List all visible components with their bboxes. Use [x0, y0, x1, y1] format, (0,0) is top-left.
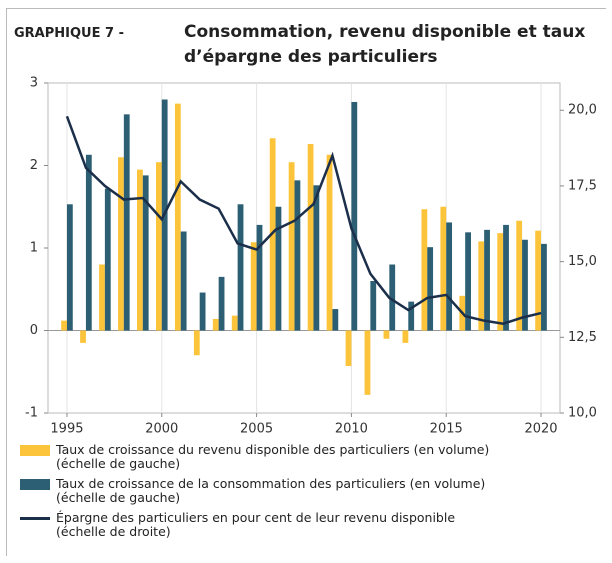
bar — [123, 114, 130, 331]
bar — [351, 101, 358, 331]
x-tick-label: 2010 — [335, 422, 368, 437]
legend-swatch — [20, 445, 50, 456]
bar — [237, 204, 244, 331]
legend-label: Taux de croissance du revenu disponible … — [56, 442, 490, 471]
bar — [383, 330, 390, 339]
x-tick-label: 2020 — [524, 422, 557, 437]
bar — [142, 175, 149, 331]
bar — [212, 318, 219, 331]
bar — [402, 330, 409, 343]
bar — [61, 320, 67, 331]
bar — [364, 330, 371, 395]
x-tick-label: 2005 — [240, 422, 273, 437]
bar — [137, 169, 143, 331]
y-tick-label: 0 — [30, 323, 38, 338]
bar — [497, 233, 504, 331]
bar — [193, 330, 200, 356]
bar — [118, 157, 124, 331]
bar — [522, 239, 528, 331]
x-tick-label: 2000 — [145, 422, 178, 437]
y2-tick-label: 12,5 — [568, 330, 597, 345]
bar — [503, 224, 509, 331]
bar — [535, 230, 542, 331]
bar — [218, 276, 225, 331]
bar — [484, 229, 490, 331]
bar — [275, 206, 282, 331]
frame — [6, 8, 606, 556]
bar — [85, 154, 92, 331]
bar — [155, 162, 162, 331]
bar — [478, 241, 485, 331]
y2-tick-label: 10,0 — [568, 406, 597, 421]
bar — [231, 315, 238, 331]
bar — [446, 222, 453, 331]
bar — [370, 281, 377, 331]
bar — [66, 204, 73, 331]
line — [65, 115, 542, 325]
chart-label: GRAPHIQUE 7 - — [14, 26, 124, 41]
bar — [427, 247, 434, 331]
bar — [326, 154, 333, 331]
chart-title: Consommation, revenu disponible et taux … — [184, 22, 586, 67]
bar — [80, 330, 86, 343]
y2-tick-label: 17,5 — [568, 178, 597, 193]
bar — [332, 309, 339, 331]
bar — [389, 264, 396, 331]
bar — [288, 162, 295, 331]
legend-swatch — [20, 517, 50, 520]
bar — [465, 232, 471, 331]
x-tick-label: 1995 — [50, 422, 83, 437]
y-tick-label: 3 — [30, 76, 38, 91]
y-tick-label: 1 — [30, 241, 38, 256]
bar — [307, 144, 314, 331]
y2-tick-label: 15,0 — [568, 254, 597, 269]
bar — [345, 330, 352, 366]
y-tick-label: -1 — [25, 406, 38, 421]
bar — [99, 264, 105, 331]
legend-label: Taux de croissance de la consommation de… — [56, 476, 486, 505]
bar — [104, 188, 111, 331]
bar — [250, 242, 257, 331]
bar — [294, 180, 301, 331]
bar — [174, 103, 181, 331]
legend-label: Épargne des particuliers en pour cent de… — [56, 510, 456, 539]
bar — [256, 224, 263, 331]
x-tick-label: 2015 — [430, 422, 463, 437]
bar — [516, 220, 523, 331]
bar — [199, 292, 206, 331]
bar — [440, 206, 447, 331]
y-tick-label: 2 — [30, 158, 38, 173]
bar — [408, 301, 415, 331]
legend-swatch — [20, 479, 50, 490]
bar — [180, 231, 187, 331]
bar — [421, 209, 428, 331]
bar — [313, 185, 320, 331]
y2-tick-label: 20,0 — [568, 103, 597, 118]
bar — [541, 243, 547, 331]
